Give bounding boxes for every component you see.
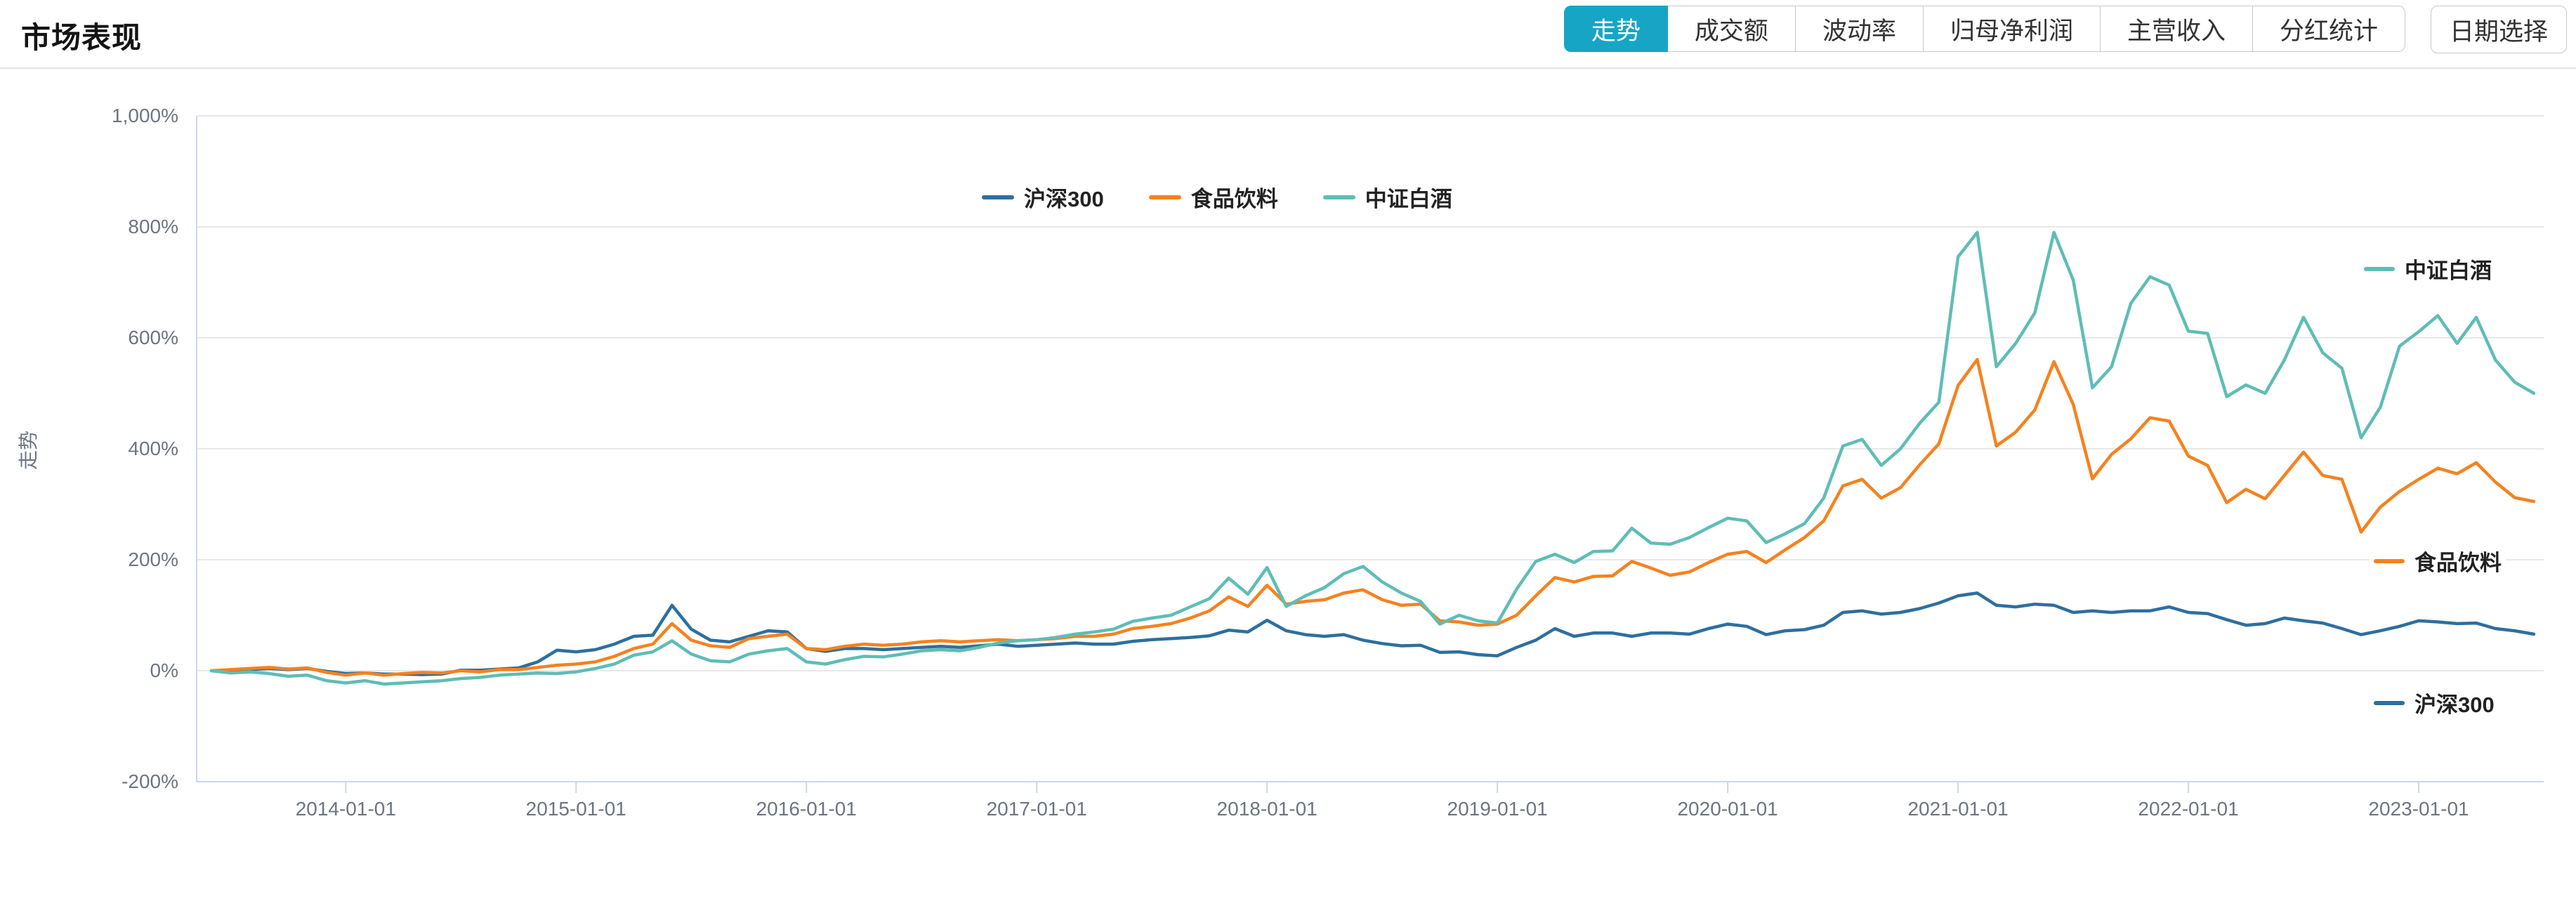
x-tick-label: 2019-01-01: [1447, 798, 1548, 820]
legend-label: 食品饮料: [1190, 187, 1278, 211]
legend-line-icon: [1148, 195, 1181, 199]
x-tick-label: 2016-01-01: [756, 798, 857, 820]
series-end-label-text: 中证白酒: [2405, 258, 2492, 283]
legend-line-icon: [982, 195, 1014, 199]
y-tick-label: -200%: [121, 770, 178, 792]
chart-legend: 沪深300 食品饮料 中证白酒: [982, 181, 1452, 213]
y-tick-label: 1,000%: [112, 105, 178, 126]
series-end-label-沪深300: 沪深300: [2370, 684, 2499, 721]
tab-4[interactable]: 主营收入: [2100, 6, 2253, 52]
series-line-icon: [2364, 266, 2395, 271]
series-end-label-text: 沪深300: [2414, 693, 2495, 717]
legend-label: 中证白酒: [1365, 187, 1452, 211]
tab-5[interactable]: 分红统计: [2252, 6, 2405, 52]
legend-label: 沪深300: [1024, 187, 1104, 211]
series-end-label-食品饮料: 食品饮料: [2370, 542, 2506, 579]
x-tick-label: 2021-01-01: [1907, 798, 2009, 820]
series-line-icon: [2374, 700, 2405, 705]
legend-item-1[interactable]: 食品饮料: [1148, 181, 1278, 213]
series-line-icon: [2374, 558, 2405, 563]
y-tick-label: 400%: [128, 438, 178, 459]
y-tick-label: 600%: [128, 327, 178, 348]
tab-3[interactable]: 归母净利润: [1923, 6, 2101, 52]
x-tick-label: 2023-01-01: [2368, 798, 2469, 820]
legend-line-icon: [1322, 195, 1355, 199]
series-line-中证白酒: [209, 230, 2536, 686]
x-tick-label: 2015-01-01: [525, 798, 626, 820]
legend-item-2[interactable]: 中证白酒: [1322, 181, 1452, 213]
x-tick-label: 2020-01-01: [1677, 798, 1778, 820]
tab-1[interactable]: 成交额: [1667, 6, 1796, 52]
header-divider: [0, 67, 2576, 69]
tab-0[interactable]: 走势: [1563, 6, 1668, 52]
series-end-label-text: 食品饮料: [2414, 551, 2502, 575]
y-tick-label: 200%: [128, 549, 178, 570]
tab-2[interactable]: 波动率: [1795, 6, 1924, 52]
legend-item-0[interactable]: 沪深300: [982, 181, 1104, 213]
y-tick-label: 800%: [128, 216, 178, 237]
x-tick-label: 2022-01-01: [2138, 798, 2239, 820]
series-line-沪深300: [209, 591, 2536, 676]
y-tick-label: 0%: [150, 660, 178, 681]
page-title: 市场表现: [21, 21, 143, 54]
x-tick-label: 2017-01-01: [986, 798, 1087, 820]
date-picker-button[interactable]: 日期选择: [2430, 6, 2567, 53]
series-end-label-中证白酒: 中证白酒: [2360, 250, 2496, 287]
tab-group: 走势 成交额 波动率 归母净利润 主营收入 分红统计: [1563, 6, 2405, 52]
x-tick-label: 2014-01-01: [295, 798, 396, 820]
series-line-食品饮料: [209, 357, 2536, 677]
x-tick-label: 2018-01-01: [1216, 798, 1317, 820]
